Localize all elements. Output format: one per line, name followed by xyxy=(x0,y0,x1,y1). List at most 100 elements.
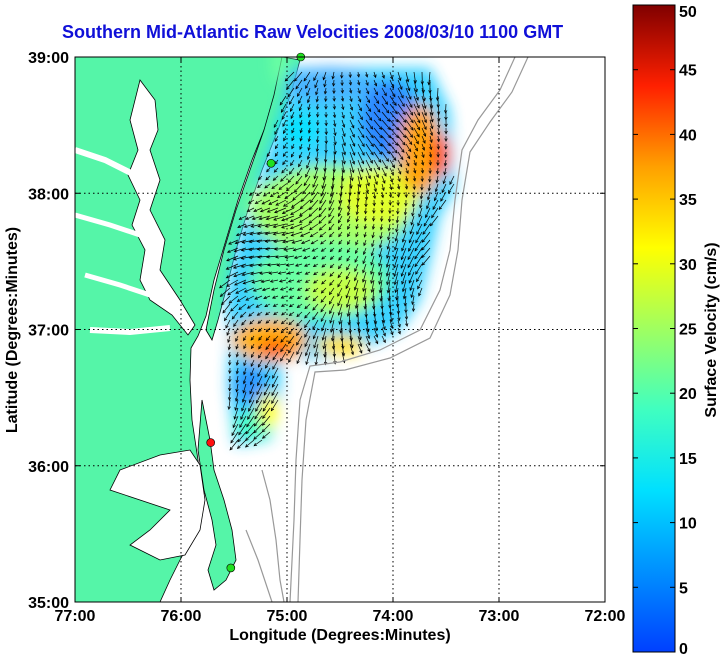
velocity-arrow xyxy=(272,367,279,379)
velocity-arrow-head xyxy=(366,328,370,333)
velocity-arrow xyxy=(237,295,247,302)
velocity-arrow-head xyxy=(291,240,296,244)
velocity-arrow xyxy=(257,367,263,377)
velocity-arrow-head xyxy=(396,202,400,207)
velocity-arrow-head xyxy=(257,320,262,324)
velocity-arrow-head xyxy=(436,162,440,167)
velocity-arrow-head xyxy=(342,124,346,128)
velocity-arrow xyxy=(257,231,271,235)
velocity-arrow xyxy=(401,239,407,251)
velocity-arrow xyxy=(365,119,373,130)
velocity-arrow xyxy=(264,375,271,387)
velocity-arrow xyxy=(241,255,255,259)
velocity-arrow xyxy=(297,167,303,176)
velocity-arrow-head xyxy=(299,122,303,126)
velocity-arrow-head xyxy=(340,98,345,102)
velocity-arrow-head xyxy=(383,173,387,177)
velocity-arrow-head xyxy=(406,162,410,167)
velocity-arrow xyxy=(397,95,405,107)
velocity-arrow xyxy=(268,199,279,205)
velocity-arrow-head xyxy=(338,321,342,325)
velocity-arrow xyxy=(313,263,319,267)
velocity-arrow xyxy=(429,151,432,158)
velocity-arrow-head xyxy=(306,92,310,97)
velocity-arrow-head xyxy=(387,236,391,241)
velocity-arrow-head xyxy=(409,104,413,108)
velocity-arrow-head xyxy=(403,119,407,123)
velocity-arrow xyxy=(405,175,408,182)
velocity-arrow xyxy=(314,79,319,88)
velocity-arrow-head xyxy=(306,99,311,104)
velocity-arrow xyxy=(357,335,362,347)
velocity-arrow-head xyxy=(328,207,332,211)
velocity-arrow xyxy=(329,191,335,204)
velocity-arrow-head xyxy=(246,423,250,428)
velocity-arrow xyxy=(364,215,367,222)
velocity-arrow xyxy=(397,183,400,190)
velocity-arrow-head xyxy=(279,101,283,106)
velocity-arrow-head xyxy=(250,345,255,350)
velocity-arrow-head xyxy=(283,145,287,150)
velocity-arrow xyxy=(371,279,375,293)
velocity-arrow-head xyxy=(363,218,368,222)
velocity-arrow-head xyxy=(346,266,350,271)
velocity-arrow-head xyxy=(280,178,284,182)
velocity-arrow xyxy=(365,135,374,147)
velocity-arrow-head xyxy=(382,339,386,344)
velocity-arrow-head xyxy=(379,134,383,139)
velocity-arrow-head xyxy=(361,134,365,139)
velocity-arrow-head xyxy=(235,379,239,384)
velocity-arrow-head xyxy=(401,288,406,293)
velocity-arrow xyxy=(428,183,431,191)
velocity-arrow-head xyxy=(346,219,351,223)
velocity-arrow-head xyxy=(249,390,253,395)
velocity-arrow xyxy=(370,255,375,265)
velocity-arrow xyxy=(354,255,359,263)
velocity-arrow-head xyxy=(260,279,265,284)
velocity-arrow xyxy=(308,215,319,224)
velocity-arrow xyxy=(262,287,271,291)
velocity-arrow-head xyxy=(243,337,247,342)
velocity-arrow-head xyxy=(307,147,311,151)
velocity-arrow-head xyxy=(423,223,427,227)
velocity-arrow-head xyxy=(228,241,232,245)
velocity-arrow-head xyxy=(402,111,406,116)
velocity-arrow-head xyxy=(304,324,308,329)
velocity-arrow-head xyxy=(328,301,333,305)
velocity-arrow-head xyxy=(248,399,252,404)
velocity-arrow-head xyxy=(333,132,337,137)
velocity-arrow-head xyxy=(354,296,358,300)
velocity-arrow-head xyxy=(414,247,418,252)
velocity-arrow xyxy=(408,231,415,243)
velocity-arrow-head xyxy=(298,219,303,223)
velocity-arrow-head xyxy=(246,208,251,212)
velocity-arrow xyxy=(312,295,319,302)
velocity-arrow xyxy=(389,303,392,315)
velocity-arrow xyxy=(308,111,311,118)
velocity-arrow xyxy=(364,223,367,229)
velocity-arrow-head xyxy=(342,160,346,165)
velocity-arrow xyxy=(403,223,407,234)
station-marker xyxy=(206,438,215,447)
velocity-arrow-head xyxy=(338,206,342,211)
x-tick-label: 74:00 xyxy=(373,608,414,625)
velocity-arrow xyxy=(405,119,414,131)
velocity-arrow-head xyxy=(251,216,256,220)
velocity-arrow xyxy=(288,343,295,354)
velocity-arrow xyxy=(381,71,385,79)
velocity-arrow xyxy=(345,271,351,280)
velocity-arrow-head xyxy=(266,168,270,173)
velocity-arrow xyxy=(271,391,279,404)
velocity-arrow-head xyxy=(381,75,385,79)
velocity-arrow xyxy=(444,167,447,175)
x-tick-label: 75:00 xyxy=(267,608,308,625)
velocity-arrow xyxy=(421,143,425,151)
velocity-arrow xyxy=(250,375,255,385)
velocity-arrow-head xyxy=(410,294,414,299)
velocity-arrow xyxy=(357,127,365,138)
velocity-arrow-head xyxy=(423,119,427,124)
velocity-arrow-head xyxy=(386,289,390,294)
velocity-arrow xyxy=(421,255,431,266)
velocity-arrow-head xyxy=(353,286,358,291)
velocity-arrow-head xyxy=(449,181,453,185)
